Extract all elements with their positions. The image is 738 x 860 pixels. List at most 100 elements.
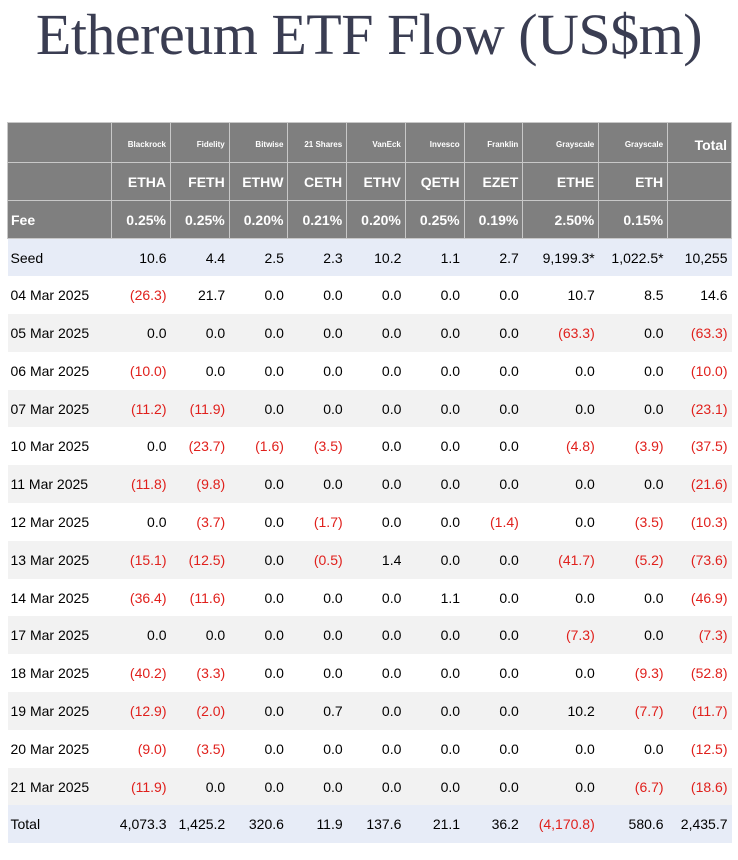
row-total-cell: (46.9) bbox=[667, 578, 732, 617]
flow-cell: 0.0 bbox=[598, 465, 668, 504]
flow-cell: (4,170.8) bbox=[522, 805, 599, 844]
flow-cell: 0.0 bbox=[598, 389, 668, 428]
header-blank bbox=[6, 162, 113, 201]
flow-cell: (10.0) bbox=[111, 351, 171, 390]
row-label: 11 Mar 2025 bbox=[7, 465, 112, 504]
flow-cell: 0.0 bbox=[346, 465, 406, 504]
row-label: 20 Mar 2025 bbox=[7, 729, 112, 768]
table-row: 04 Mar 2025 (26.3) 21.7 0.0 0.0 0.0 0.0 0.0 10.7… bbox=[7, 276, 732, 315]
fee-value: 2.50% bbox=[522, 200, 600, 239]
issuer-header: Bitwise bbox=[228, 122, 289, 163]
flow-cell: 0.0 bbox=[287, 465, 347, 504]
flow-cell: 0.0 bbox=[522, 654, 599, 693]
flow-cell: 0.0 bbox=[598, 578, 668, 617]
issuer-header: Invesco bbox=[404, 122, 465, 163]
flow-table-body: Seed 10.6 4.4 2.5 2.3 10.2 1.1 2.7 9,199.3* 1,022… bbox=[7, 238, 732, 844]
row-label: 18 Mar 2025 bbox=[7, 654, 112, 693]
flow-cell: 0.0 bbox=[287, 314, 347, 352]
issuer-header: Fidelity bbox=[170, 122, 230, 163]
flow-cell: 0.0 bbox=[464, 616, 523, 655]
fee-label: Fee bbox=[6, 200, 113, 239]
flow-cell: 0.0 bbox=[346, 692, 406, 730]
flow-cell: 0.0 bbox=[229, 276, 288, 315]
flow-cell: 320.6 bbox=[229, 805, 288, 844]
flow-cell: 0.0 bbox=[287, 616, 347, 655]
flow-cell: 0.0 bbox=[346, 616, 406, 655]
flow-cell: (11.9) bbox=[170, 389, 230, 428]
row-total-cell: (23.1) bbox=[667, 389, 732, 428]
flow-cell: (63.3) bbox=[522, 314, 599, 352]
flow-cell: 0.0 bbox=[464, 276, 523, 315]
flow-cell: 0.0 bbox=[229, 578, 288, 617]
fee-value: 0.25% bbox=[111, 200, 171, 239]
flow-cell: 0.0 bbox=[229, 314, 288, 352]
flow-cell: 0.0 bbox=[464, 692, 523, 730]
flow-cell: 0.0 bbox=[405, 503, 465, 541]
row-label: 05 Mar 2025 bbox=[7, 314, 112, 352]
flow-cell: (7.3) bbox=[522, 616, 599, 655]
flow-cell: 10.6 bbox=[111, 238, 171, 277]
flow-cell: 0.0 bbox=[346, 351, 406, 390]
row-label: 14 Mar 2025 bbox=[7, 578, 112, 617]
table-row: 10 Mar 2025 0.0 (23.7) (1.6) (3.5) 0.0 0.0 0.0(… bbox=[7, 427, 732, 466]
flow-cell: (9.3) bbox=[598, 654, 668, 693]
row-total-cell: (10.0) bbox=[667, 351, 732, 390]
table-row: 19 Mar 2025 (12.9) (2.0) 0.0 0.7 0.0 0.0 0.0 10.… bbox=[7, 692, 732, 730]
flow-cell: (1.7) bbox=[287, 503, 347, 541]
row-total-cell: (7.3) bbox=[667, 616, 732, 655]
ticker-header: FETH bbox=[170, 162, 230, 201]
issuer-header: 21 Shares bbox=[287, 122, 348, 163]
ticker-header: EZET bbox=[463, 162, 524, 201]
flow-cell: 0.0 bbox=[346, 276, 406, 315]
flow-cell: 0.0 bbox=[598, 729, 668, 768]
flow-cell: 0.0 bbox=[464, 351, 523, 390]
issuer-header: VanEck bbox=[346, 122, 406, 163]
flow-cell: 0.0 bbox=[229, 729, 288, 768]
ticker-header: ETH bbox=[598, 162, 669, 201]
flow-cell: 2.7 bbox=[464, 238, 523, 277]
row-label: 17 Mar 2025 bbox=[7, 616, 112, 655]
ticker-header: CETH bbox=[287, 162, 348, 201]
flow-cell: (3.5) bbox=[170, 729, 230, 768]
flow-cell: 1.1 bbox=[405, 578, 465, 617]
flow-cell: 0.0 bbox=[346, 767, 406, 806]
row-total-cell: (11.7) bbox=[667, 692, 732, 730]
flow-cell: 0.0 bbox=[229, 654, 288, 693]
flow-cell: (12.9) bbox=[111, 692, 171, 730]
flow-cell: 0.0 bbox=[111, 314, 171, 352]
flow-cell: (41.7) bbox=[522, 540, 599, 579]
flow-cell: 1.4 bbox=[346, 540, 406, 579]
row-total-cell: (21.6) bbox=[667, 465, 732, 504]
header-blank bbox=[667, 200, 732, 239]
flow-cell: 0.0 bbox=[405, 427, 465, 466]
flow-cell: 0.0 bbox=[346, 654, 406, 693]
flow-cell: 0.0 bbox=[522, 503, 599, 541]
issuer-header: Franklin bbox=[463, 122, 524, 163]
row-total-cell: (52.8) bbox=[667, 654, 732, 693]
fee-value: 0.19% bbox=[463, 200, 524, 239]
flow-cell: 0.0 bbox=[464, 314, 523, 352]
flow-cell: 0.0 bbox=[522, 729, 599, 768]
flow-cell: 0.0 bbox=[287, 729, 347, 768]
flow-cell: 0.0 bbox=[405, 314, 465, 352]
flow-cell: 0.0 bbox=[170, 351, 230, 390]
row-total-cell: 10,255 bbox=[667, 238, 732, 277]
flow-cell: 1,425.2 bbox=[170, 805, 230, 844]
flow-cell: 0.0 bbox=[287, 578, 347, 617]
issuer-header-row: Blackrock Fidelity Bitwise 21 Shares Van… bbox=[6, 122, 732, 163]
flow-cell: 0.0 bbox=[598, 351, 668, 390]
table-row: 06 Mar 2025 (10.0) 0.0 0.0 0.0 0.0 0.0 0.0 0.0 0.… bbox=[7, 351, 732, 390]
flow-cell: 0.0 bbox=[229, 465, 288, 504]
flow-cell: (3.3) bbox=[170, 654, 230, 693]
fee-value: 0.15% bbox=[598, 200, 669, 239]
flow-cell: 4.4 bbox=[170, 238, 230, 277]
row-label: 12 Mar 2025 bbox=[7, 503, 112, 541]
flow-cell: 0.0 bbox=[405, 654, 465, 693]
fee-header-row: Fee 0.25% 0.25% 0.20% 0.21% 0.20% 0.25% … bbox=[6, 200, 732, 239]
flow-cell: 0.0 bbox=[287, 767, 347, 806]
flow-cell: 0.0 bbox=[287, 654, 347, 693]
flow-cell: 0.0 bbox=[405, 767, 465, 806]
flow-cell: 0.0 bbox=[229, 540, 288, 579]
flow-cell: (7.7) bbox=[598, 692, 668, 730]
flow-cell: 0.0 bbox=[464, 465, 523, 504]
